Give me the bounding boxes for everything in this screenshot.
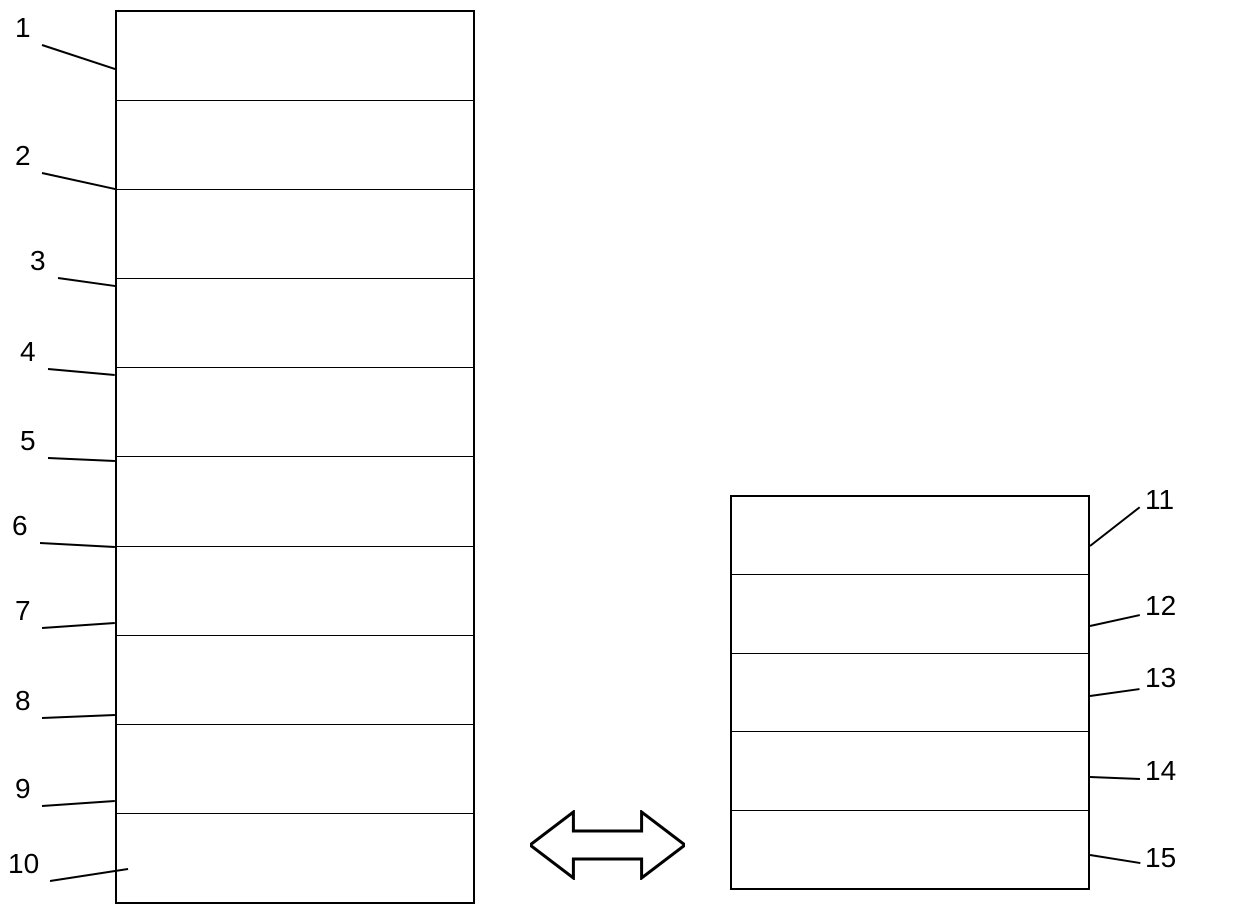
bidirectional-arrow (530, 810, 685, 885)
leader-line (40, 542, 115, 548)
left-stack (115, 10, 475, 904)
reference-label: 4 (20, 336, 36, 368)
leader-line (1090, 688, 1140, 697)
reference-label: 1 (15, 12, 31, 44)
reference-label: 11 (1145, 484, 1174, 516)
left-cell (117, 12, 473, 101)
leader-line (58, 277, 115, 287)
left-cell (117, 368, 473, 457)
right-stack (730, 495, 1090, 890)
leader-line (1090, 776, 1140, 780)
reference-label: 13 (1145, 662, 1176, 694)
leader-line (42, 172, 115, 190)
reference-label: 5 (20, 425, 36, 457)
left-cell (117, 814, 473, 902)
right-cell (732, 732, 1088, 810)
right-cell (732, 811, 1088, 888)
leader-line (1090, 854, 1140, 864)
reference-label: 9 (15, 773, 31, 805)
leader-line (42, 622, 115, 629)
left-cell (117, 190, 473, 279)
left-cell (117, 725, 473, 814)
double-arrow-icon (530, 812, 685, 878)
right-cell (732, 497, 1088, 575)
leader-line (42, 800, 115, 807)
leader-line (42, 44, 116, 70)
reference-label: 6 (12, 510, 28, 542)
leader-line (1089, 506, 1140, 547)
reference-label: 15 (1145, 842, 1176, 874)
left-cell (117, 101, 473, 190)
reference-label: 7 (15, 595, 31, 627)
right-cell (732, 575, 1088, 653)
right-cell (732, 654, 1088, 732)
reference-label: 12 (1145, 590, 1176, 622)
reference-label: 8 (15, 685, 31, 717)
left-cell (117, 547, 473, 636)
leader-line (42, 714, 115, 719)
left-cell (117, 457, 473, 546)
leader-line (48, 457, 115, 462)
leader-line (48, 368, 115, 376)
leader-line (1090, 614, 1140, 627)
reference-label: 2 (15, 140, 31, 172)
reference-label: 3 (30, 245, 46, 277)
left-cell (117, 636, 473, 725)
reference-label: 14 (1145, 755, 1176, 787)
reference-label: 10 (8, 848, 39, 880)
left-cell (117, 279, 473, 368)
